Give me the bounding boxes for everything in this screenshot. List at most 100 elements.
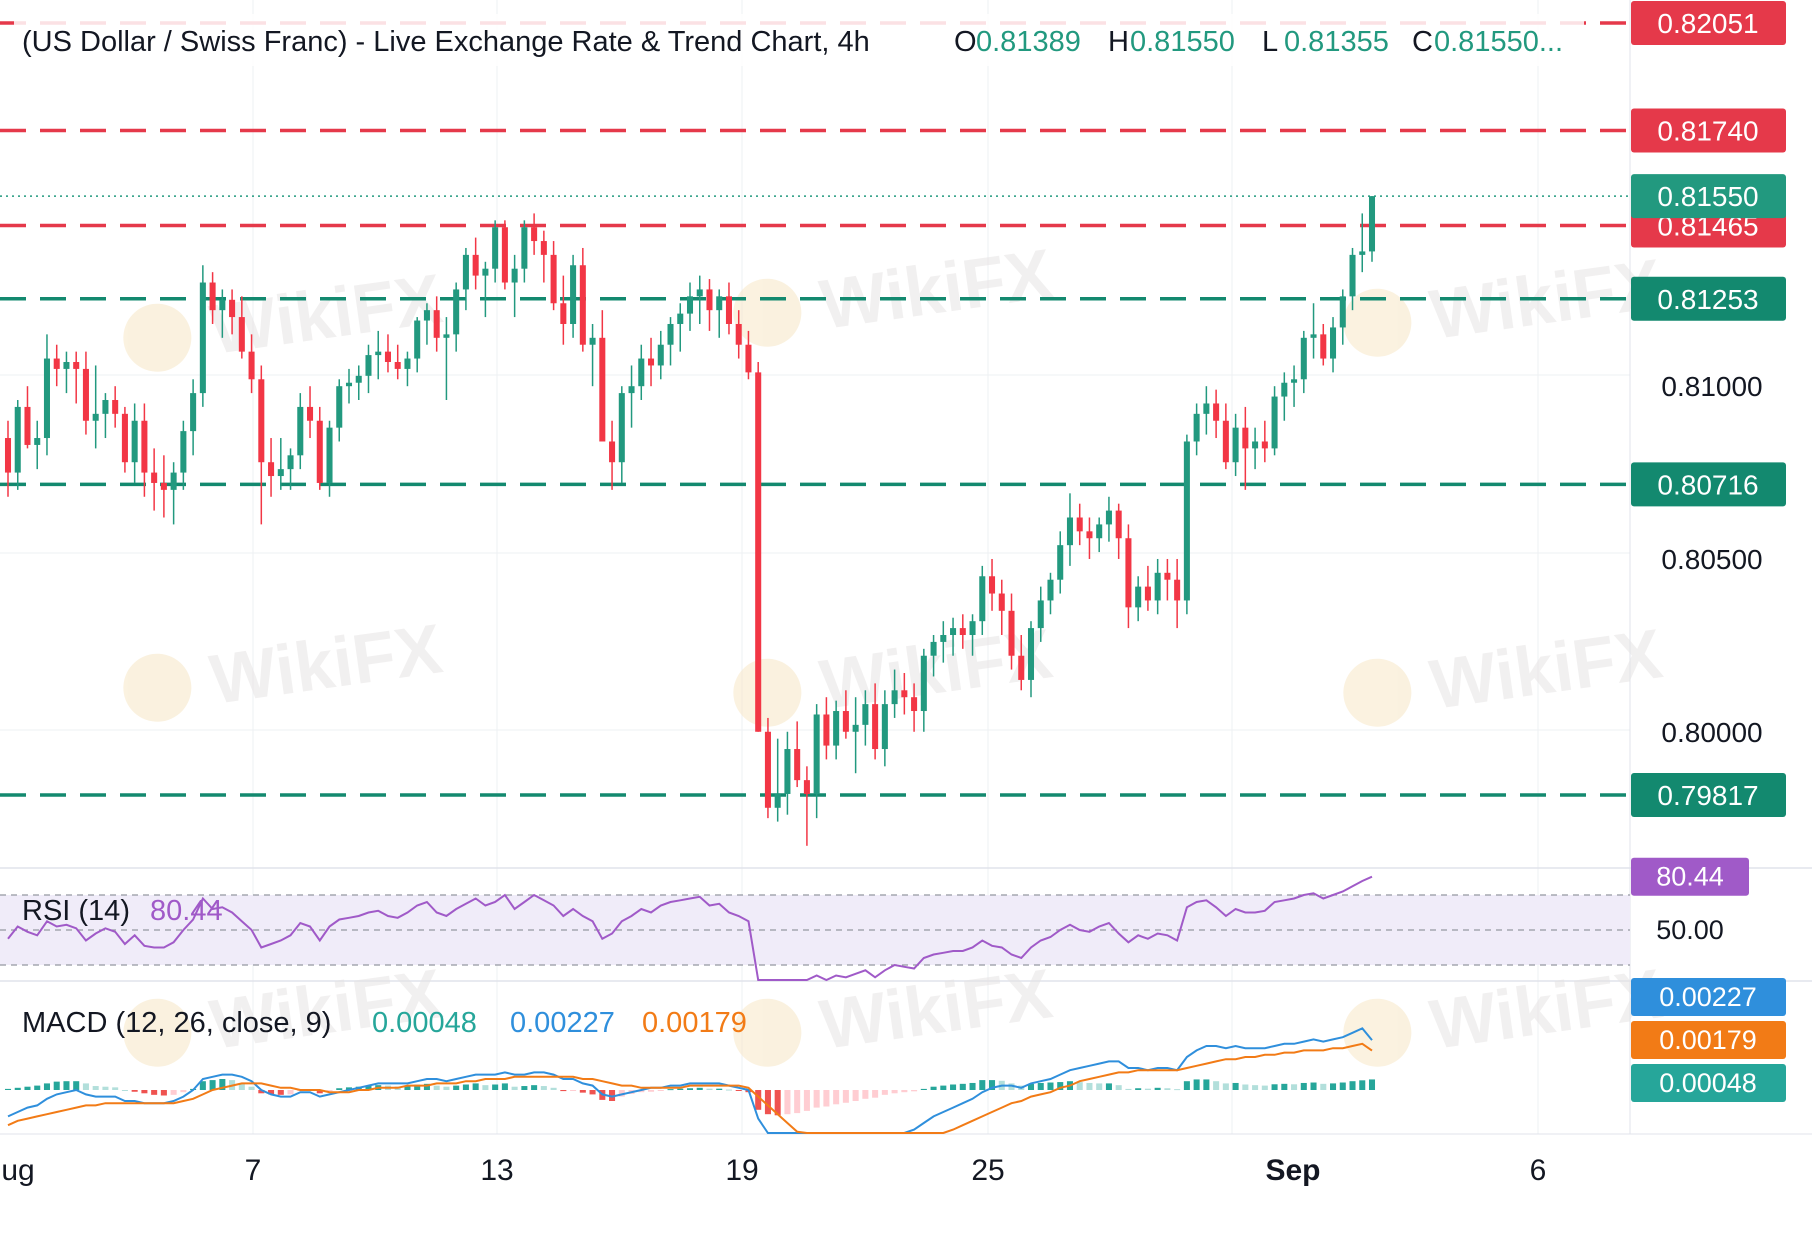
candle-body[interactable] (979, 576, 986, 622)
candle-body[interactable] (1105, 510, 1112, 525)
candle[interactable] (121, 406, 128, 473)
macd-histogram-bar[interactable] (920, 1088, 927, 1090)
macd-histogram-bar[interactable] (735, 1090, 742, 1091)
candle-body[interactable] (453, 289, 460, 335)
candle[interactable] (316, 406, 323, 490)
candle-body[interactable] (1008, 610, 1015, 656)
macd-histogram-bar[interactable] (755, 1090, 762, 1110)
macd-histogram-bar[interactable] (1271, 1084, 1278, 1090)
macd-histogram-bar[interactable] (462, 1084, 469, 1091)
candle-body[interactable] (92, 413, 99, 421)
candle[interactable] (842, 690, 849, 739)
candle[interactable] (735, 310, 742, 359)
candle[interactable] (1125, 524, 1132, 629)
candle-body[interactable] (43, 358, 50, 439)
candle[interactable] (384, 334, 391, 373)
candle-body[interactable] (355, 375, 362, 383)
candle-body[interactable] (648, 358, 655, 366)
candle-body[interactable] (862, 704, 869, 725)
candle[interactable] (112, 386, 119, 428)
macd-histogram-bar[interactable] (686, 1088, 694, 1090)
candle-body[interactable] (501, 227, 508, 283)
macd-histogram-bar[interactable] (53, 1081, 60, 1090)
candle-body[interactable] (316, 420, 323, 483)
candle-body[interactable] (112, 400, 119, 414)
candle-body[interactable] (560, 303, 567, 324)
candle[interactable] (1339, 289, 1346, 345)
macd-histogram-bar[interactable] (248, 1086, 255, 1090)
macd-histogram-bar[interactable] (102, 1086, 109, 1090)
macd-histogram-bar[interactable] (609, 1090, 616, 1101)
candle[interactable] (638, 344, 645, 401)
candle[interactable] (755, 362, 762, 732)
candle-body[interactable] (53, 358, 60, 369)
macd-histogram-bar[interactable] (618, 1090, 625, 1097)
macd-histogram-bar[interactable] (989, 1080, 996, 1090)
macd-signal-line[interactable] (7, 1042, 1373, 1134)
candle[interactable] (4, 420, 12, 497)
candle[interactable] (141, 403, 148, 497)
candle-body[interactable] (716, 296, 723, 311)
candle-body[interactable] (229, 299, 236, 318)
macd-histogram-bar[interactable] (794, 1090, 801, 1114)
candle-body[interactable] (599, 337, 606, 442)
candle[interactable] (872, 683, 879, 760)
candle-body[interactable] (443, 334, 450, 338)
candle-body[interactable] (1291, 379, 1298, 383)
macd-histogram-bar[interactable] (1339, 1082, 1346, 1090)
candle-body[interactable] (1203, 403, 1210, 414)
candle[interactable] (1242, 406, 1249, 490)
candle-body[interactable] (1242, 427, 1249, 449)
macd-histogram-bar[interactable] (657, 1090, 664, 1091)
candle-body[interactable] (258, 379, 265, 463)
macd-histogram-bar[interactable] (872, 1090, 879, 1098)
candle-body[interactable] (959, 628, 966, 636)
candle-body[interactable] (891, 690, 898, 705)
macd-histogram-bar[interactable] (911, 1090, 918, 1092)
macd-histogram-bar[interactable] (433, 1085, 440, 1090)
macd-histogram-bar[interactable] (238, 1083, 245, 1090)
macd-histogram-bar[interactable] (1076, 1082, 1083, 1090)
candle[interactable] (774, 738, 781, 822)
candle[interactable] (34, 420, 41, 470)
candle[interactable] (1154, 558, 1161, 615)
candle[interactable] (423, 303, 430, 345)
candle-body[interactable] (131, 420, 138, 463)
candle-body[interactable] (706, 289, 713, 311)
candle[interactable] (540, 230, 547, 283)
macd-histogram-bar[interactable] (1125, 1088, 1132, 1090)
macd-histogram-bar[interactable] (131, 1090, 138, 1092)
candle-body[interactable] (1213, 403, 1220, 421)
macd-histogram-bar[interactable] (764, 1090, 771, 1115)
macd-histogram-bar[interactable] (336, 1088, 343, 1090)
candle-body[interactable] (307, 406, 314, 421)
macd-histogram-bar[interactable] (151, 1090, 158, 1095)
candle[interactable] (248, 334, 255, 394)
macd-histogram-bar[interactable] (1222, 1083, 1229, 1090)
candle[interactable] (394, 344, 401, 380)
candle-body[interactable] (989, 576, 996, 594)
candle-body[interactable] (34, 438, 41, 445)
candle-body[interactable] (677, 313, 684, 324)
macd-histogram-bar[interactable] (1174, 1089, 1181, 1091)
macd-histogram-bar[interactable] (1105, 1083, 1112, 1090)
macd-histogram-bar[interactable] (43, 1083, 50, 1090)
candle-body[interactable] (1271, 396, 1278, 449)
candle-body[interactable] (73, 362, 80, 369)
candle[interactable] (1027, 621, 1035, 698)
candle[interactable] (1291, 365, 1298, 407)
candle-body[interactable] (102, 400, 109, 414)
candle[interactable] (1203, 386, 1210, 435)
candle[interactable] (92, 365, 99, 449)
candle[interactable] (1057, 531, 1064, 594)
macd-histogram-bar[interactable] (638, 1090, 645, 1093)
candle-body[interactable] (511, 268, 518, 283)
candle[interactable] (677, 303, 684, 352)
candle-body[interactable] (696, 289, 703, 297)
candle[interactable] (1281, 372, 1288, 421)
macd-histogram-bar[interactable] (511, 1086, 518, 1090)
candle[interactable] (862, 690, 869, 746)
candle[interactable] (550, 241, 557, 311)
candle[interactable] (667, 317, 674, 366)
